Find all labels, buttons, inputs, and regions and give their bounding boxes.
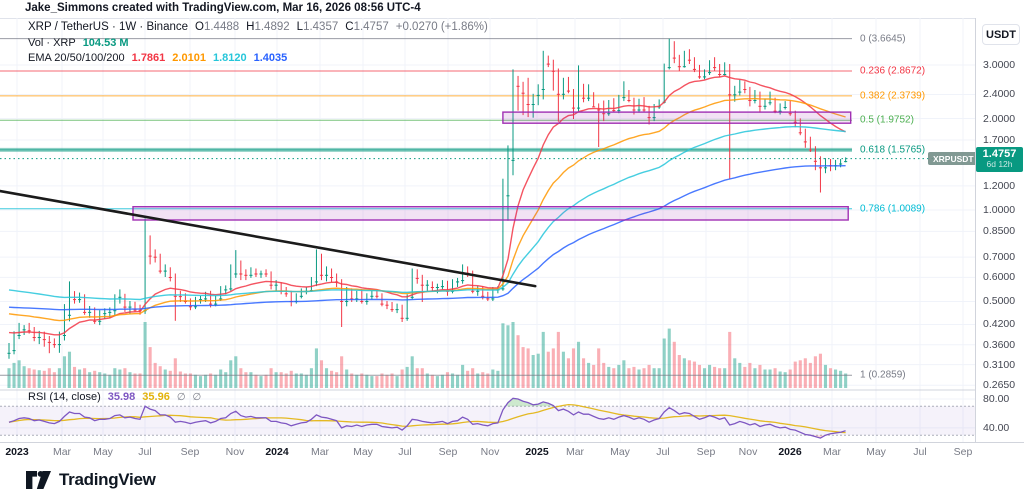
fib-level-label: 0.236 (2.8672) [860,65,926,77]
bar-countdown: 6d 12h [986,159,1013,170]
time-axis-month-label: May [866,446,886,458]
price-axis-border [975,18,976,462]
time-axis[interactable]: 2023 Mar May Jul Sep Nov 2024 Mar May Jul Sep Nov 20… [0,442,1024,463]
time-axis-year-label: 2023 [5,446,29,458]
time-axis-month-label: Nov [738,446,758,458]
price-axis-label: 2.0000 [983,112,1016,125]
footer-bar: TradingView [0,462,1024,502]
time-axis-month-label: Nov [225,446,245,458]
rsi-axis-label: 40.00 [983,421,1010,434]
price-axis-label: 0.4200 [983,318,1016,331]
time-axis-month-label: Mar [822,446,842,458]
tradingview-logo[interactable]: TradingView [25,470,156,490]
price-axis-label: 3.0000 [983,59,1016,71]
price-axis-label: 1.7000 [983,133,1016,146]
time-axis-month-label: Jul [138,446,152,458]
currency-toggle-button[interactable]: USDT [982,24,1020,45]
symbol-price-pill: XRPUSDT [928,152,979,166]
time-axis-month-label: May [93,446,113,458]
price-axis-label: 0.3600 [983,338,1016,351]
time-axis-month-label: Jul [398,446,412,458]
time-axis-month-label: Sep [953,446,973,458]
attribution-text: Jake_Simmons created with TradingView.co… [25,2,421,14]
time-axis-month-label: May [610,446,630,458]
fib-level-label: 0.382 (2.3739) [860,90,926,102]
time-axis-month-label: Mar [565,446,585,458]
time-axis-month-label: Sep [438,446,458,458]
price-axis-label: 0.6000 [983,271,1016,284]
fib-level-label: 0.786 (1.0089) [860,203,926,215]
rsi-axis-label: 80.00 [983,393,1010,405]
attribution-bar: Jake_Simmons created with TradingView.co… [0,0,1024,19]
tradingview-logo-text: TradingView [59,470,156,489]
price-axis-label: 1.2000 [983,179,1016,192]
time-axis-year-label: 2025 [525,446,549,458]
last-price-badge: 1.4757 6d 12h [976,146,1023,172]
time-axis-month-label: Sep [696,446,716,458]
fib-level-label: 1 (0.2859) [860,369,906,381]
price-axis-label: 0.5000 [983,295,1016,308]
last-price-value: 1.4757 [982,147,1017,160]
price-axis-label: 0.3100 [983,358,1016,371]
time-axis-month-label: Sep [180,446,200,458]
price-axis[interactable]: 3.0000 2.4000 2.0000 1.7000 1.2000 1.0000 0.85… [975,18,1024,442]
fib-level-label: 0.5 (1.9752) [860,114,914,126]
price-axis-label: 2.4000 [983,88,1016,101]
time-axis-month-label: Jul [913,446,927,458]
price-chart-canvas[interactable] [0,0,1024,442]
time-axis-month-label: Mar [310,446,330,458]
tradingview-logo-icon [26,471,51,489]
time-axis-month-label: Jul [656,446,670,458]
price-axis-label: 0.7000 [983,251,1016,264]
time-axis-month-label: May [353,446,373,458]
time-axis-year-label: 2026 [778,446,802,458]
fib-level-label: 0.618 (1.5765) [860,144,926,156]
symbol-pill-text: XRPUSDT [933,153,974,164]
price-axis-label: 0.8500 [983,225,1016,238]
price-axis-label: 0.2650 [983,379,1016,392]
fib-level-label: 0 (3.6645) [860,33,906,45]
time-axis-year-label: 2024 [265,446,289,458]
time-axis-month-label: Nov [480,446,500,458]
price-axis-label: 1.0000 [983,204,1016,216]
time-axis-month-label: Mar [52,446,72,458]
